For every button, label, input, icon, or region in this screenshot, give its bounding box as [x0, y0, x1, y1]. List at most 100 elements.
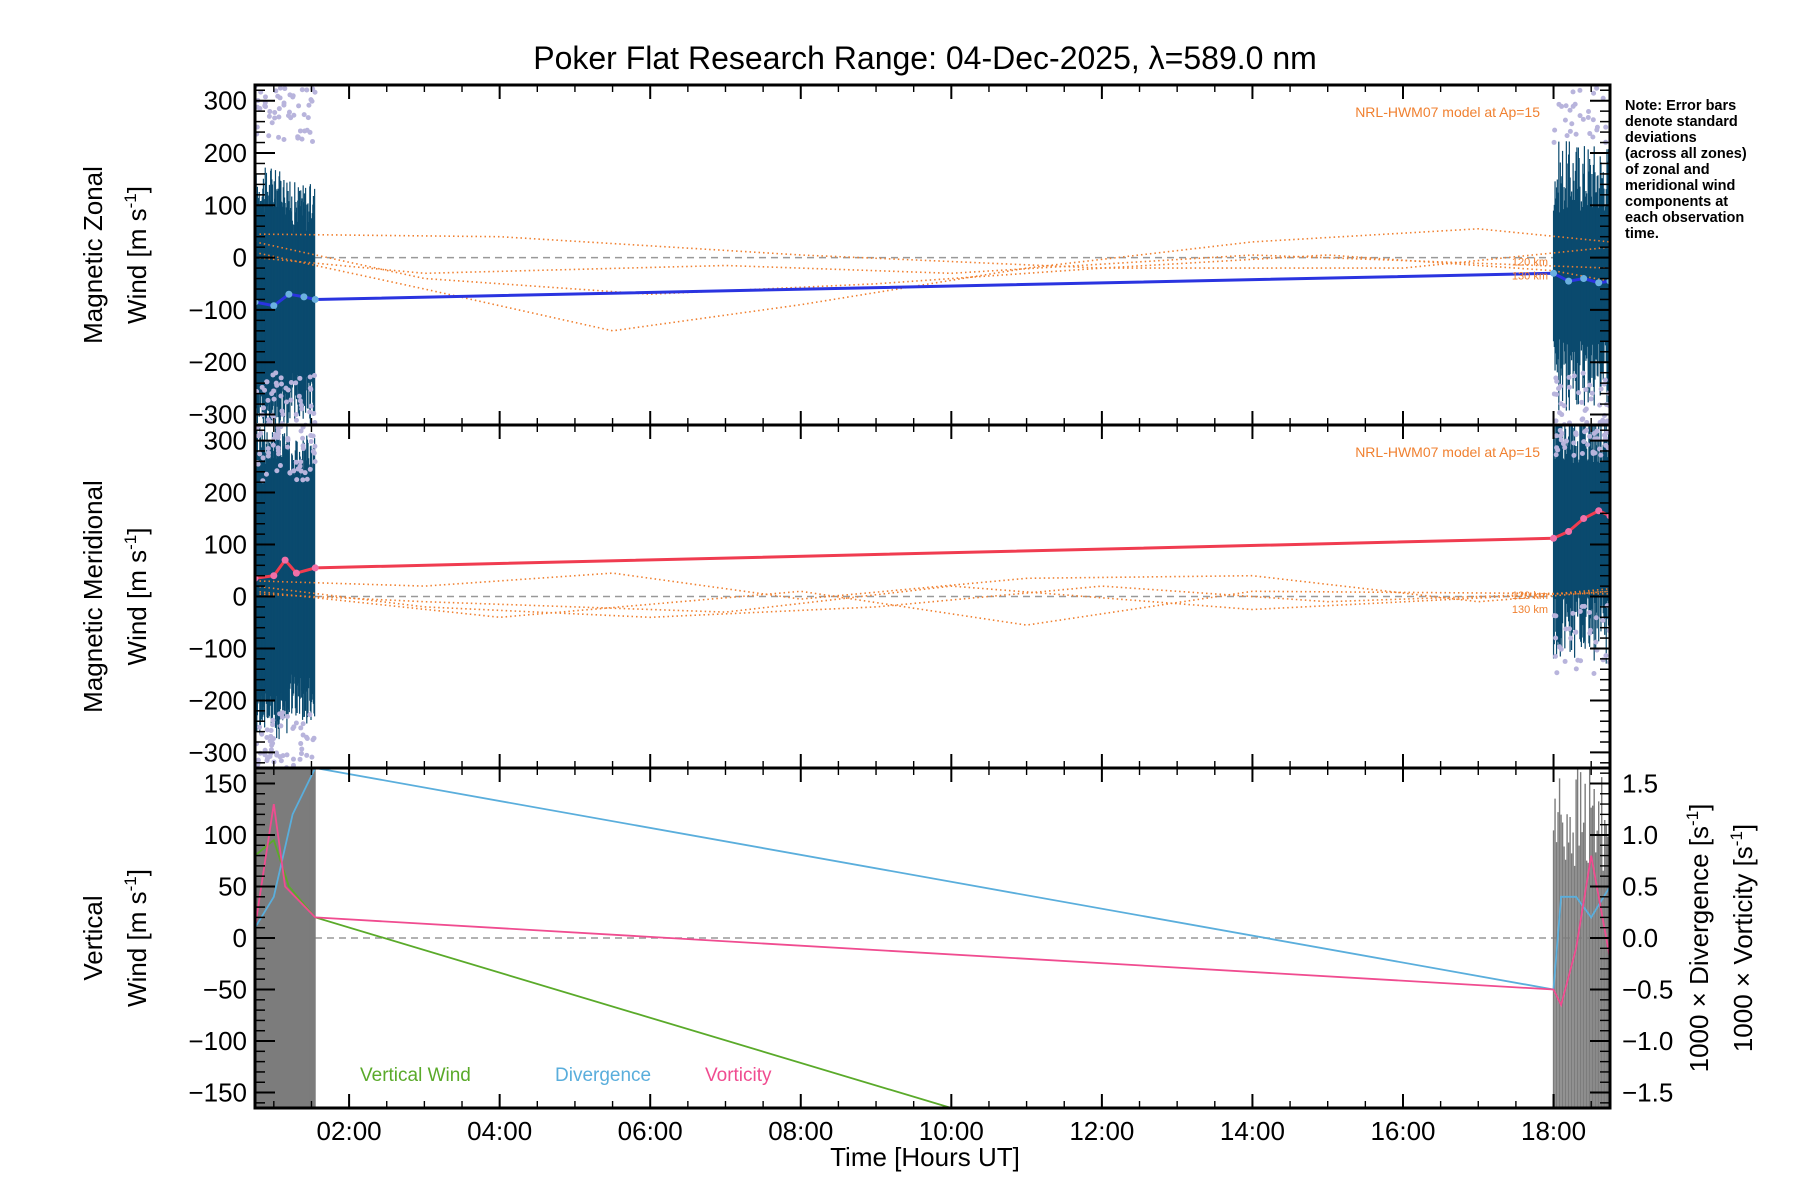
y-tick-label: 100 — [204, 530, 247, 560]
outlier-point — [310, 139, 316, 145]
outlier-point — [264, 734, 270, 740]
y-tick-label: 300 — [204, 86, 247, 116]
data-point — [311, 295, 319, 303]
outlier-point — [1592, 450, 1598, 456]
outlier-point — [287, 470, 293, 476]
outlier-point — [1573, 131, 1579, 137]
outlier-point — [273, 370, 279, 376]
outlier-point — [1586, 108, 1592, 114]
outlier-point — [304, 87, 310, 93]
panel-zonal: NRL-HWM07 model at Ap=15 120 km 130 km −300… — [78, 83, 1612, 430]
outlier-point — [278, 375, 284, 381]
outlier-point — [1571, 373, 1577, 379]
outlier-point — [265, 417, 271, 423]
outlier-point — [1577, 87, 1583, 93]
y-tick-label: 200 — [204, 138, 247, 168]
outlier-point — [1573, 666, 1579, 672]
note-line: of zonal and — [1625, 162, 1710, 178]
outlier-point — [1557, 410, 1563, 416]
x-tick-label: 12:00 — [1069, 1116, 1134, 1146]
outlier-point — [269, 742, 275, 748]
outlier-point — [1572, 101, 1578, 107]
outlier-point — [312, 459, 318, 465]
outlier-point — [265, 450, 271, 456]
outlier-point — [300, 477, 306, 483]
outlier-point — [278, 393, 284, 399]
outlier-point — [274, 468, 280, 474]
outlier-point — [281, 137, 287, 143]
outlier-point — [1553, 635, 1559, 641]
outlier-point — [260, 455, 266, 461]
outlier-point — [1594, 85, 1600, 91]
plot-area-vertical — [255, 768, 1610, 1108]
outlier-point — [284, 713, 290, 719]
right-y-tick-label: −1.0 — [1622, 1026, 1673, 1056]
panel-frame — [253, 83, 1612, 427]
x-axis-label: Time [Hours UT] — [830, 1142, 1020, 1172]
note-line: meridional wind — [1625, 178, 1735, 194]
data-point — [1580, 275, 1588, 283]
outlier-point — [309, 98, 315, 104]
meridional-model-a — [255, 572, 1610, 603]
outlier-point — [274, 752, 280, 758]
outlier-point — [311, 372, 317, 378]
outlier-point — [298, 402, 304, 408]
x-tick-label: 06:00 — [618, 1116, 683, 1146]
outlier-point — [307, 409, 313, 415]
outlier-point — [1591, 90, 1597, 96]
outlier-point — [255, 461, 261, 467]
outlier-point — [1588, 396, 1594, 402]
outlier-point — [293, 417, 299, 423]
outlier-point — [1583, 387, 1589, 393]
outlier-point — [1556, 385, 1562, 391]
outlier-point — [1579, 603, 1585, 609]
note-line: (across all zones) — [1625, 146, 1747, 162]
outlier-point — [288, 397, 294, 403]
outlier-point — [1551, 139, 1557, 145]
outlier-point — [276, 451, 282, 457]
data-point — [1550, 269, 1558, 277]
outlier-point — [1598, 452, 1604, 458]
outlier-point — [1603, 653, 1609, 659]
right-axis-label-vorticity: 1000 × Vorticity [s-1] — [1727, 824, 1758, 1052]
outlier-point — [1568, 635, 1574, 641]
outlier-point — [1587, 433, 1593, 439]
outlier-point — [1559, 103, 1565, 109]
data-point — [1565, 277, 1573, 285]
outlier-point — [293, 380, 299, 386]
outlier-point — [1566, 374, 1572, 380]
outlier-point — [1591, 670, 1597, 676]
y-tick-label: 100 — [204, 190, 247, 220]
outlier-point — [276, 106, 282, 112]
outlier-point — [291, 724, 297, 730]
outlier-point — [1557, 427, 1563, 433]
outlier-point — [1554, 670, 1560, 676]
outlier-point — [257, 724, 263, 730]
y-tick-label: 100 — [204, 820, 247, 850]
data-point — [270, 572, 278, 580]
outlier-point — [272, 432, 278, 438]
outlier-point — [1600, 95, 1606, 101]
legend-entry: Divergence — [555, 1065, 651, 1086]
legend-entry: Vorticity — [705, 1065, 772, 1086]
y-axis-label-units: Wind [m s-1] — [121, 528, 152, 666]
outlier-point — [1594, 127, 1600, 133]
outlier-point — [293, 459, 299, 465]
data-point — [281, 556, 289, 564]
outlier-point — [1553, 375, 1559, 381]
outlier-point — [298, 741, 304, 747]
outlier-point — [276, 134, 282, 140]
outlier-point — [1593, 615, 1599, 621]
outlier-point — [265, 397, 271, 403]
outlier-point — [1569, 121, 1575, 127]
outlier-point — [311, 450, 317, 456]
outlier-point — [1567, 107, 1573, 113]
outlier-point — [307, 712, 313, 718]
outlier-point — [263, 471, 269, 477]
right-y-tick-label: 0.0 — [1622, 923, 1658, 953]
outlier-point — [296, 103, 302, 109]
outlier-point — [1562, 658, 1568, 664]
outlier-point — [1561, 403, 1567, 409]
